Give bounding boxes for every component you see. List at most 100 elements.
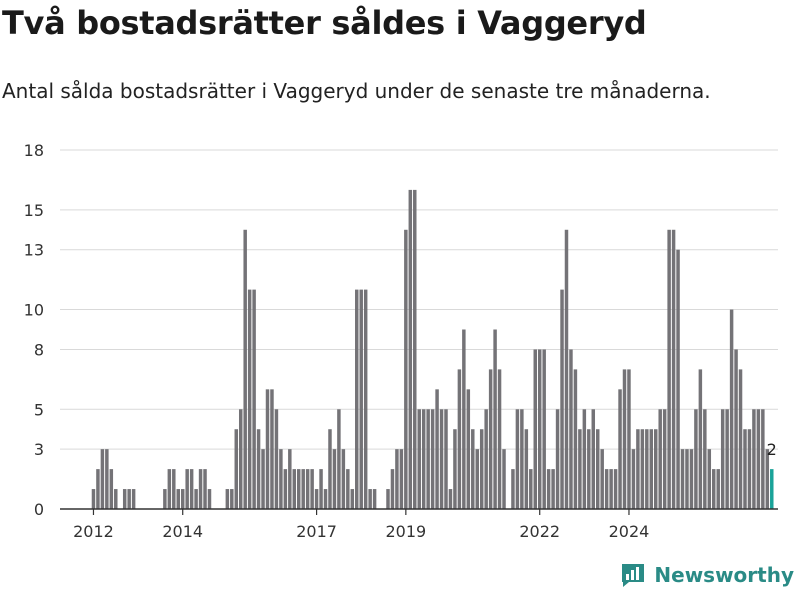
bar (355, 289, 359, 509)
bar (689, 449, 694, 509)
bar-value-label: 2 (767, 440, 777, 459)
x-tick-label: 2014 (162, 522, 203, 541)
bar (247, 289, 252, 509)
bar (189, 469, 194, 509)
bar (636, 429, 640, 509)
bar (631, 449, 636, 509)
bar (694, 409, 698, 509)
bar (662, 409, 667, 509)
bar (341, 449, 346, 509)
bar (453, 429, 457, 509)
bar (707, 449, 712, 509)
bar (301, 469, 305, 509)
bar (404, 229, 408, 509)
bar (488, 369, 493, 509)
y-tick-label: 5 (34, 400, 44, 419)
bar (413, 189, 417, 509)
bar (328, 429, 332, 509)
bar (685, 449, 689, 509)
bar (542, 349, 546, 509)
chart-title: Två bostadsrätter såldes i Vaggeryd (2, 4, 647, 42)
bar (372, 489, 377, 509)
bar (457, 369, 462, 509)
bar (408, 189, 413, 509)
bar (346, 469, 350, 509)
bar (172, 469, 176, 509)
brand-logo: Newsworthy (620, 562, 794, 588)
bar (292, 469, 297, 509)
bar (618, 389, 622, 509)
bar (194, 489, 198, 509)
bar (180, 489, 185, 509)
bar (207, 489, 212, 509)
bar (91, 489, 96, 509)
y-tick-label: 13 (24, 241, 44, 260)
bar (261, 449, 265, 509)
y-tick-label: 3 (34, 440, 44, 459)
x-tick-label: 2019 (385, 522, 426, 541)
bar (729, 309, 734, 509)
bar (524, 429, 529, 509)
bar (305, 469, 310, 509)
bar (426, 409, 430, 509)
brand-name: Newsworthy (654, 563, 794, 587)
bar (720, 409, 725, 509)
bar (314, 489, 319, 509)
bar (363, 289, 368, 509)
bar (502, 449, 506, 509)
bar (167, 469, 172, 509)
bar (234, 429, 239, 509)
y-tick-label: 0 (34, 500, 44, 519)
bar (622, 369, 627, 509)
bar (122, 489, 127, 509)
bar (448, 489, 453, 509)
bar (127, 489, 131, 509)
bar (421, 409, 426, 509)
bar (332, 449, 337, 509)
bar (497, 369, 502, 509)
y-tick-label: 10 (24, 301, 44, 320)
bar (479, 429, 484, 509)
bar (185, 469, 189, 509)
bar (265, 389, 270, 509)
bar (533, 349, 537, 509)
bar (270, 389, 274, 509)
bar (582, 409, 587, 509)
bar (274, 409, 279, 509)
bar (712, 469, 716, 509)
y-tick-label: 18 (24, 141, 44, 160)
chart-subtitle: Antal sålda bostadsrätter i Vaggeryd und… (2, 79, 711, 103)
bar (484, 409, 488, 509)
bar (417, 409, 421, 509)
bar (537, 349, 542, 509)
bar (747, 429, 752, 509)
bar (288, 449, 292, 509)
bar (203, 469, 207, 509)
bar (131, 489, 136, 509)
bar (225, 489, 230, 509)
newsworthy-logo-icon (622, 564, 645, 587)
x-tick-label: 2017 (296, 522, 337, 541)
bar (109, 469, 114, 509)
bar (765, 449, 770, 509)
bar-chart: 0 3 5 8 10 13 15 18 2 2012 2014 2017 2019 2022 2024 (24, 141, 778, 541)
bar (444, 409, 448, 509)
bar (439, 409, 444, 509)
bar (569, 349, 573, 509)
bar (595, 429, 600, 509)
bar (279, 449, 283, 509)
bar (368, 489, 372, 509)
bar (243, 229, 247, 509)
bar (738, 369, 743, 509)
bar (430, 409, 435, 509)
bar (725, 409, 729, 509)
bar (578, 429, 582, 509)
bar (654, 429, 658, 509)
bar (698, 369, 703, 509)
bar (100, 449, 105, 509)
bar (587, 429, 591, 509)
bar (761, 409, 765, 509)
bar (399, 449, 404, 509)
bar (390, 469, 395, 509)
bar (475, 449, 479, 509)
